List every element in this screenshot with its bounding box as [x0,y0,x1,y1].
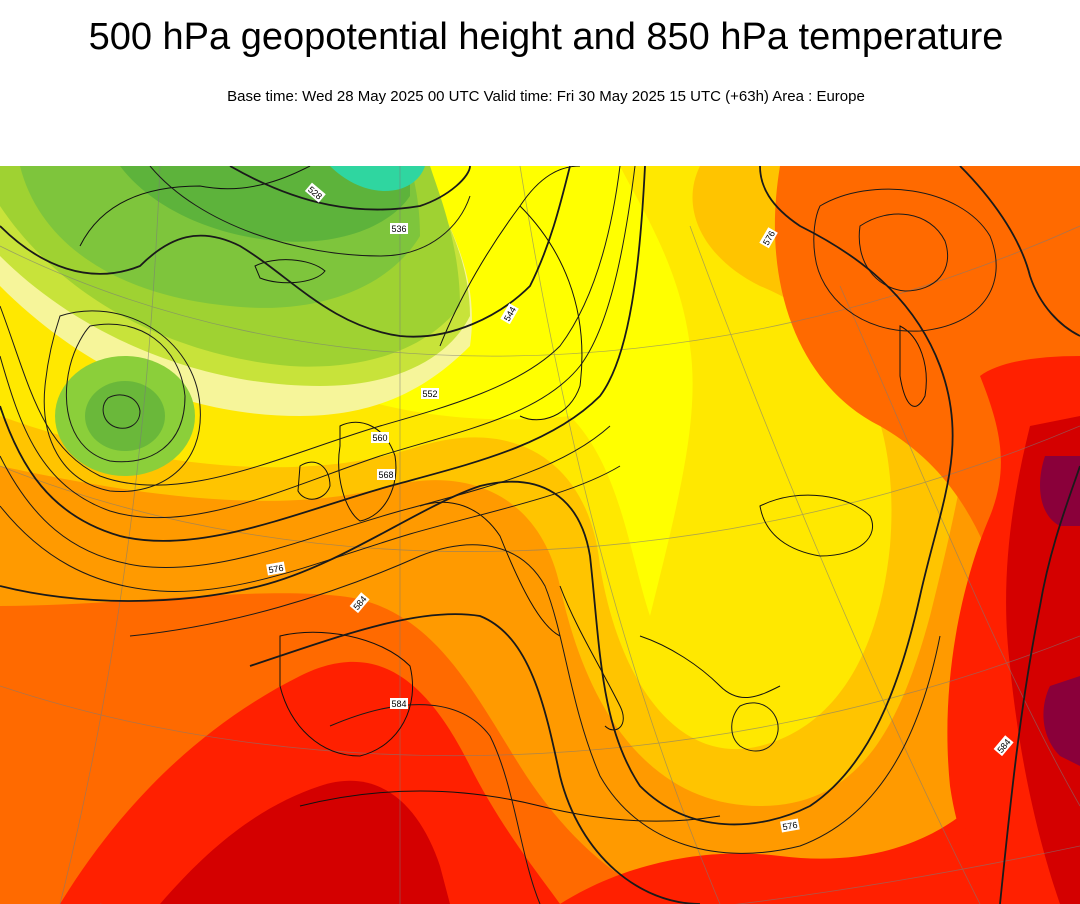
contour-536 [149,166,471,257]
temperature-field [0,166,1080,904]
contour-black-sea-low [731,702,779,752]
coast-caspian [899,325,927,407]
parallel-2 [0,425,1080,552]
coast-italy [559,585,624,731]
contour-east-upper [959,166,1080,337]
contour-east-ring [813,188,997,332]
temp-red-dark-east [1006,416,1080,904]
contour-560 [0,166,646,542]
geopotential-contours [0,166,1080,904]
contour-label-568-text: 568 [378,470,393,480]
weather-map: 528 552 560 568 576 584 [0,166,1080,904]
parallel-3 [0,635,1080,757]
temp-cold-core-west-inner [85,381,165,451]
contour-label-568: 568 [377,469,395,480]
temp-maroon-east [1040,456,1080,526]
coast-iceland [254,259,326,284]
contour-west-low-inner [102,394,141,429]
contour-568 [0,465,621,592]
temp-maroon-east-south [1043,676,1080,766]
contour-label-576-south-text: 576 [782,820,799,832]
contour-label-584-south-text: 584 [391,699,406,709]
contour-584 [249,613,701,904]
contour-564 [0,425,611,569]
contour-label-552: 552 [421,388,439,399]
contour-label-536: 536 [390,223,408,234]
contour-552-west-low [43,310,201,493]
contour-528 [229,166,471,211]
coast-greenland [79,166,311,247]
coast-balkans [639,635,781,699]
contour-label-584-south: 584 [390,698,408,709]
meridian-1 [59,166,161,904]
coast-europe-west [419,501,561,637]
meridian-4 [689,225,981,904]
map-title: 500 hPa geopotential height and 850 hPa … [88,16,1004,58]
contour-label-576-west: 576 [266,561,286,576]
contour-label-536-text: 536 [391,224,406,234]
contour-label-552-text: 552 [422,389,437,399]
contour-label-560: 560 [371,432,389,443]
contour-label-560-text: 560 [372,433,387,443]
coast-north-africa [299,790,721,822]
contour-label-576-south: 576 [780,818,800,833]
contour-east-high [858,213,949,292]
contour-544 [0,166,571,338]
temp-red-south [60,661,560,904]
contour-584-east [999,465,1080,904]
temp-green-dark-zone [120,166,410,242]
meridian-5 [839,285,1080,807]
temp-cold-teal [330,166,425,191]
meridian-3 [519,166,721,904]
contour-552 [0,166,621,486]
parallel-4 [100,845,1080,904]
contour-580 [129,544,941,854]
coast-black-sea [759,494,873,557]
contour-548-west-low [65,323,186,463]
graticule [0,166,1080,904]
parallel-1 [0,225,1080,357]
coast-iberia [279,631,414,757]
contour-576 [0,166,954,826]
map-subtitle: Base time: Wed 28 May 2025 00 UTC Valid … [227,88,865,105]
coast-ireland [297,461,331,500]
contour-556 [0,166,636,519]
temp-red-dark-south [160,780,450,904]
contour-label-576-west-text: 576 [268,563,285,575]
